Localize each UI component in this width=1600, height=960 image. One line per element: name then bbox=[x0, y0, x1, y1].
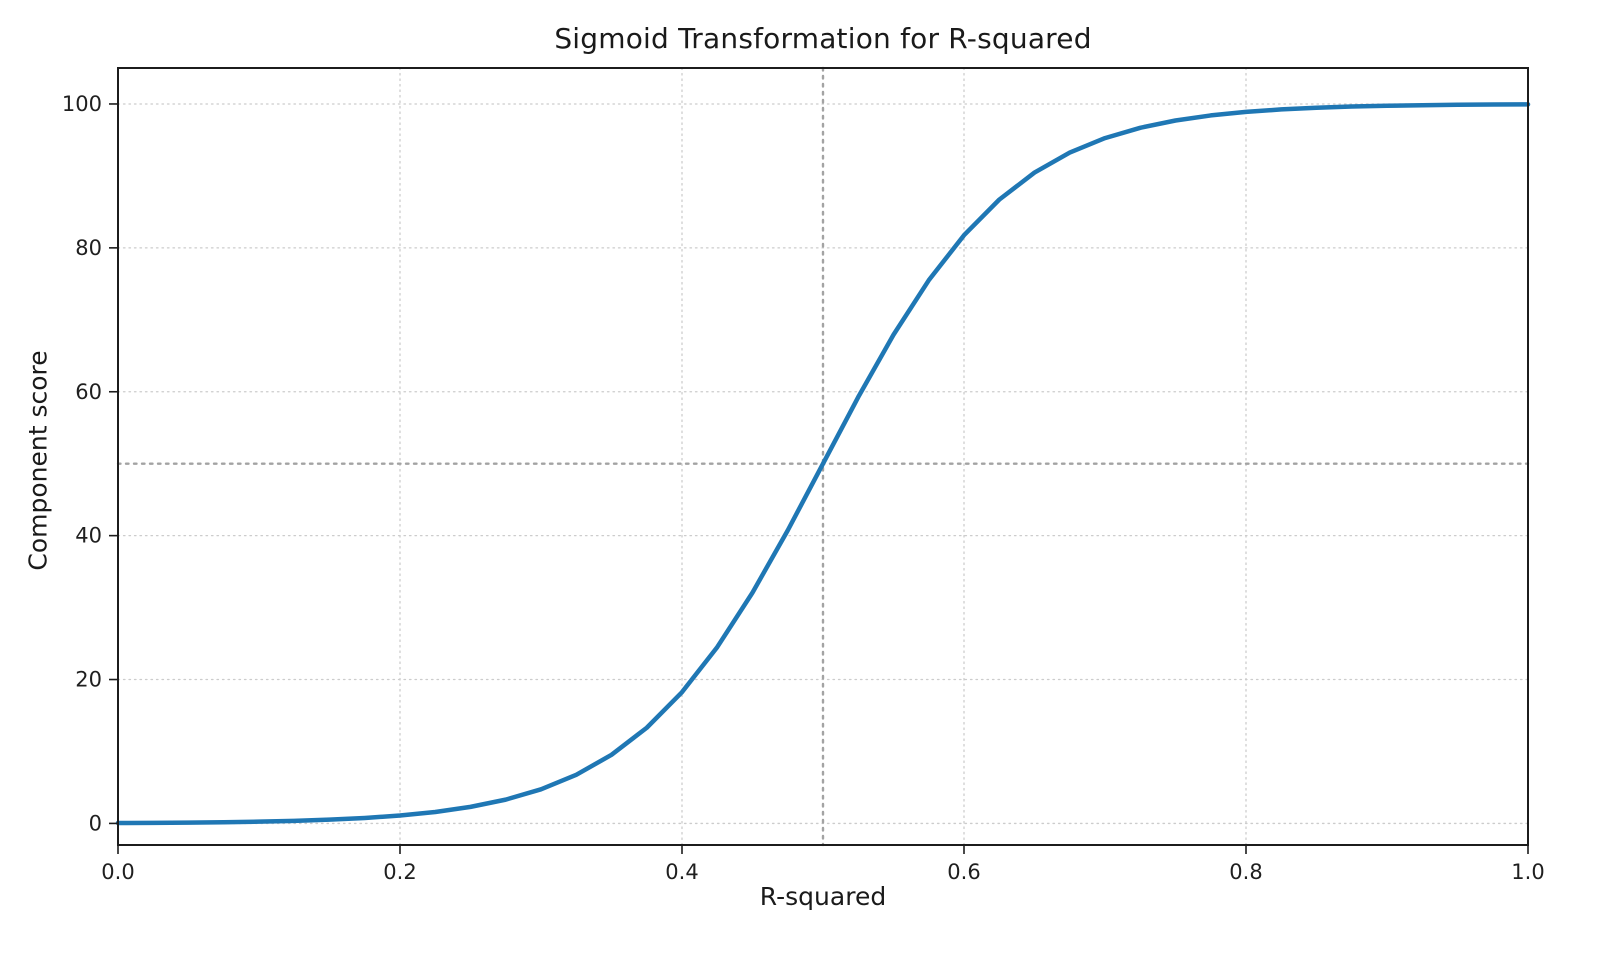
x-axis-label: R-squared bbox=[759, 882, 887, 911]
plot-background bbox=[118, 68, 1528, 845]
x-tick-label: 0.6 bbox=[947, 860, 980, 884]
x-tick-label: 0.0 bbox=[101, 860, 134, 884]
y-tick-label: 40 bbox=[75, 524, 102, 548]
y-tick-label: 20 bbox=[75, 668, 102, 692]
chart-title: Sigmoid Transformation for R-squared bbox=[554, 22, 1092, 55]
y-tick-label: 60 bbox=[75, 380, 102, 404]
plot-border bbox=[117, 67, 1529, 846]
y-tick-label: 0 bbox=[89, 811, 102, 835]
x-tick-label: 0.4 bbox=[665, 860, 698, 884]
y-axis-label: Component score bbox=[23, 350, 53, 571]
x-tick-label: 1.0 bbox=[1511, 860, 1544, 884]
tick-marks bbox=[109, 103, 1529, 854]
sigmoid-curve bbox=[115, 102, 1531, 826]
x-tick-label: 0.8 bbox=[1229, 860, 1262, 884]
tick-labels: 0.0 0.2 0.4 0.6 0.8 1.0 0 20 40 60 80 100 bbox=[62, 92, 1545, 884]
y-tick-label: 80 bbox=[75, 236, 102, 260]
y-tick-label: 100 bbox=[62, 92, 102, 116]
x-tick-label: 0.2 bbox=[383, 860, 416, 884]
